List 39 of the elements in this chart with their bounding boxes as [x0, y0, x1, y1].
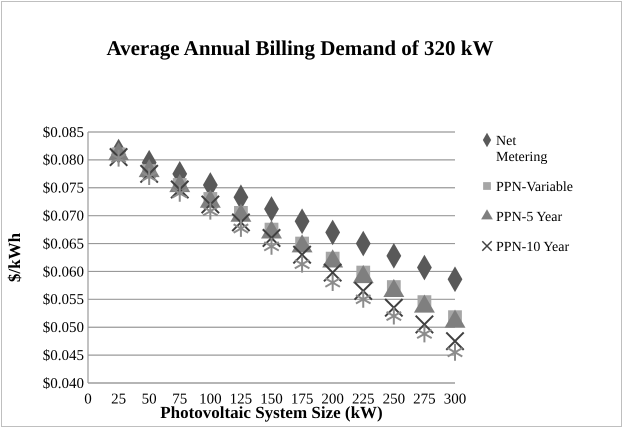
point — [294, 254, 310, 274]
x-tick-label: 250 — [382, 392, 406, 408]
point — [170, 180, 190, 200]
point — [354, 290, 372, 309]
point — [446, 342, 464, 362]
y-tick-label: $0.045 — [42, 348, 84, 364]
point — [384, 298, 404, 318]
x-tick-label: 25 — [111, 392, 126, 408]
point — [324, 273, 341, 292]
point — [263, 236, 280, 256]
x-tick-label: 300 — [444, 392, 466, 408]
legend-label: PPN-5 Year — [496, 210, 562, 225]
legend-label: Net Metering — [496, 134, 548, 165]
legend-label: PPN-10 Year — [496, 240, 570, 255]
point — [200, 194, 220, 214]
chart-title: Average Annual Billing Demand of 320 kW — [106, 36, 494, 60]
point — [262, 228, 282, 248]
legend-label: PPN-Variable — [496, 180, 573, 195]
x-tick-label: 0 — [84, 392, 92, 408]
y-axis-title: $/kWh — [5, 232, 24, 282]
y-tick-label: $0.070 — [42, 208, 84, 224]
y-tick-label: $0.065 — [42, 236, 84, 252]
point — [231, 212, 251, 232]
point — [171, 184, 188, 203]
y-tick-label: $0.055 — [42, 292, 84, 308]
point — [202, 202, 219, 221]
point — [354, 281, 373, 301]
y-tick-label: $0.080 — [42, 152, 84, 169]
y-tick-label: $0.040 — [42, 376, 84, 392]
y-tick-label: $0.085 — [42, 124, 84, 141]
point — [232, 219, 250, 238]
point — [386, 306, 402, 326]
point — [416, 324, 433, 344]
point — [445, 331, 465, 351]
y-tick-label: $0.075 — [42, 180, 84, 197]
x-tick-label: 50 — [142, 392, 157, 408]
x-tick-label: 275 — [413, 392, 436, 408]
y-tick-label: $0.060 — [42, 264, 84, 280]
y-tick-label: $0.050 — [42, 320, 84, 336]
